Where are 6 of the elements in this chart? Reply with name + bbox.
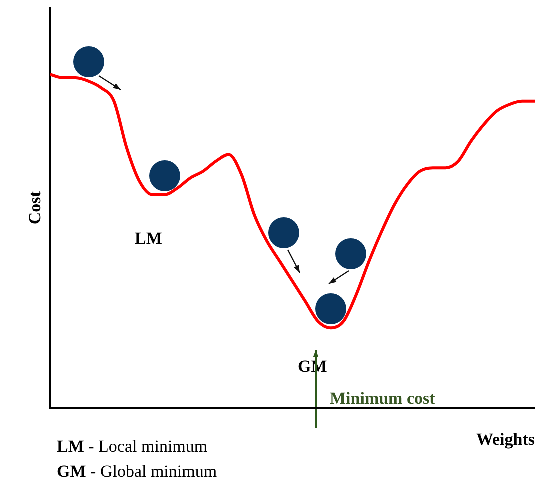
x-axis-title: Weights: [476, 430, 536, 450]
annotation: Minimum cost: [330, 389, 436, 409]
text: LM - Local minimum: [57, 437, 208, 457]
text: GM - Global minimum: [57, 462, 218, 482]
annotation: LM: [135, 229, 162, 249]
y-axis-title: Cost: [26, 191, 45, 225]
